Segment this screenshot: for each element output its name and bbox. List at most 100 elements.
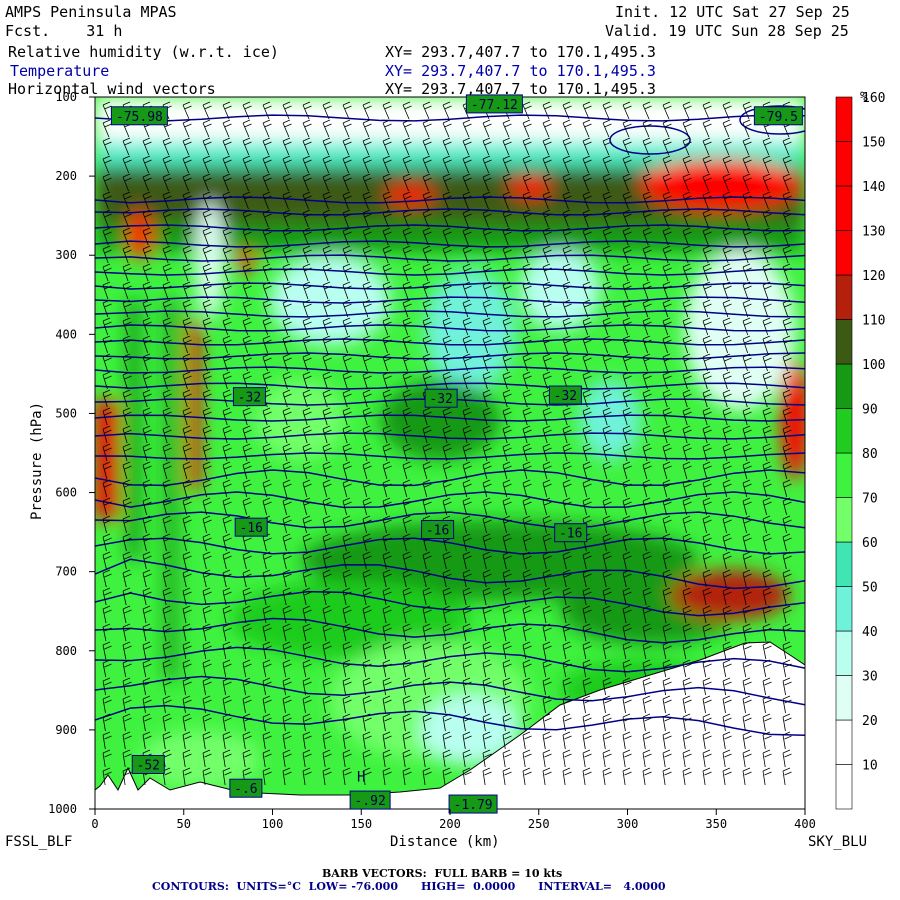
wind-barb: [622, 263, 632, 282]
wind-barb: [742, 497, 752, 516]
wind-barb: [662, 371, 672, 390]
wind-barb: [782, 335, 792, 354]
colorbar-label: 30: [862, 670, 878, 685]
wind-barb: [742, 749, 752, 768]
wind-barb: [662, 263, 672, 282]
wind-barb: [422, 443, 432, 462]
wind-barb: [762, 659, 772, 678]
wind-barb: [302, 569, 312, 588]
wind-barb: [362, 209, 372, 228]
x-tick-label: 150: [350, 817, 372, 831]
wind-barb: [502, 659, 512, 678]
wind-barb: [122, 443, 132, 462]
field-temperature: Temperature: [10, 62, 110, 80]
wind-barb: [142, 497, 152, 516]
wind-barb: [402, 299, 412, 318]
wind-barb: [322, 191, 332, 210]
wind-barb: [182, 425, 192, 444]
wind-barb: [522, 605, 532, 624]
wind-barb: [542, 749, 552, 768]
wind-barb: [642, 713, 652, 732]
wind-barb: [462, 461, 472, 480]
wind-barb: [122, 623, 132, 642]
wind-barb: [282, 353, 292, 372]
wind-barb: [702, 767, 712, 786]
wind-barb: [722, 209, 732, 228]
wind-barb: [782, 317, 792, 336]
wind-barb: [702, 335, 712, 354]
wind-barb: [282, 623, 292, 642]
wind-barb: [522, 479, 532, 498]
wind-barb: [402, 263, 412, 282]
wind-barb: [782, 353, 792, 372]
wind-barb: [662, 407, 672, 426]
wind-barb: [582, 299, 592, 318]
wind-barb: [682, 263, 692, 282]
wind-barb: [522, 371, 532, 390]
wind-barb: [702, 227, 712, 246]
wind-barb: [502, 191, 512, 210]
wind-barb: [302, 695, 312, 714]
wind-barb: [782, 443, 792, 462]
wind-barb: [342, 209, 352, 228]
wind-barb: [402, 695, 412, 714]
wind-barb: [322, 605, 332, 624]
wind-barb: [462, 209, 472, 228]
wind-barb: [202, 137, 212, 156]
wind-barb: [662, 659, 672, 678]
colorbar-swatch: [835, 586, 853, 632]
wind-barb: [162, 641, 172, 660]
wind-barb: [282, 767, 292, 786]
wind-barb: [522, 659, 532, 678]
wind-barb: [722, 659, 732, 678]
wind-barb: [262, 245, 272, 264]
wind-barb: [762, 605, 772, 624]
wind-barb: [382, 569, 392, 588]
wind-barb: [442, 335, 452, 354]
wind-barb: [122, 479, 132, 498]
wind-barb: [162, 137, 172, 156]
wind-barb: [342, 569, 352, 588]
wind-barb: [762, 245, 772, 264]
wind-barb: [682, 155, 692, 174]
wind-barb: [622, 461, 632, 480]
wind-barb: [242, 443, 252, 462]
wind-barb: [722, 551, 732, 570]
wind-barb: [282, 443, 292, 462]
isotherm-line: [95, 617, 805, 644]
wind-barb: [422, 641, 432, 660]
wind-barb: [162, 353, 172, 372]
wind-barb: [662, 461, 672, 480]
wind-barb: [282, 515, 292, 534]
wind-barb: [582, 389, 592, 408]
wind-barb: [342, 515, 352, 534]
wind-barb: [582, 767, 592, 786]
wind-barb: [742, 155, 752, 174]
wind-barb: [682, 749, 692, 768]
wind-barb: [182, 407, 192, 426]
wind-barb: [482, 677, 492, 696]
wind-barb: [542, 317, 552, 336]
wind-barb: [742, 443, 752, 462]
contour-label-box: [548, 385, 582, 405]
wind-barb: [422, 551, 432, 570]
wind-barb: [762, 317, 772, 336]
wind-barb: [662, 587, 672, 606]
wind-barb: [182, 767, 192, 786]
wind-barb: [682, 677, 692, 696]
wind-barb: [682, 641, 692, 660]
wind-barb: [662, 173, 672, 192]
wind-barb: [442, 245, 452, 264]
colorbar-label: 150: [862, 136, 885, 151]
wind-barb: [102, 299, 112, 318]
wind-barb: [362, 605, 372, 624]
wind-barb: [522, 623, 532, 642]
wind-barb: [122, 767, 132, 786]
wind-barb: [502, 263, 512, 282]
y-tick-label: 400: [55, 327, 77, 341]
wind-barb: [782, 137, 792, 156]
wind-barb: [782, 569, 792, 588]
wind-barb: [582, 119, 592, 138]
wind-barb: [542, 227, 552, 246]
wind-barb: [382, 155, 392, 174]
